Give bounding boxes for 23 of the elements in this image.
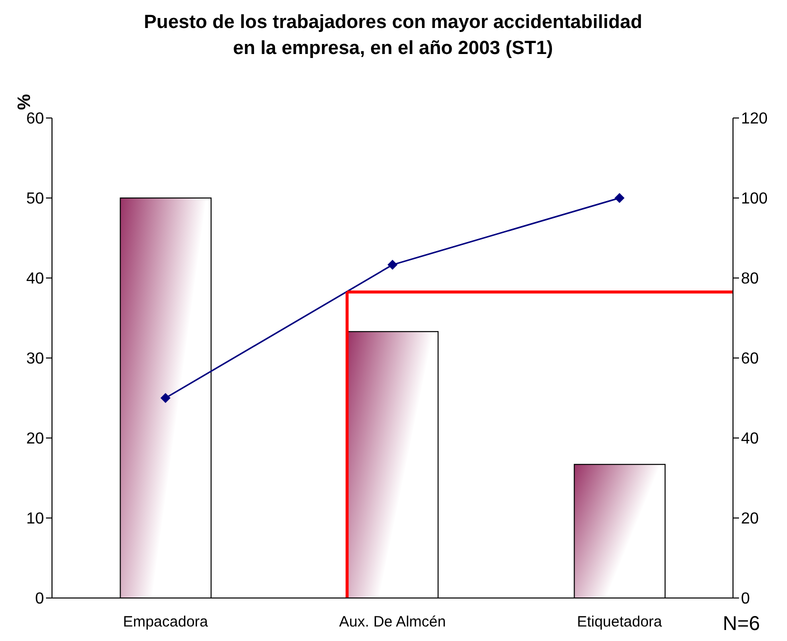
y2-tick-label: 40 [741, 430, 759, 448]
y-tick-label: 50 [26, 190, 44, 208]
y2-tick-label: 0 [741, 590, 750, 608]
y2-tick-label: 20 [741, 510, 759, 528]
text: N=6 [722, 613, 760, 636]
y2-tick-label: 120 [741, 110, 768, 128]
y-tick-label: 0 [35, 590, 44, 608]
point [614, 193, 624, 203]
point [388, 260, 398, 270]
x-tick-label: Aux. De Almcén [339, 614, 446, 631]
y-tick-label: 30 [26, 350, 44, 368]
x-tick-label: Empacadora [122, 614, 209, 631]
y-tick-label: 10 [26, 510, 44, 528]
y-tick-label: 60 [26, 110, 44, 128]
chart-title: Puesto de los trabajadores con mayor accidentabilidad en la empresa, en el año 2003 (ST1) [142, 11, 644, 61]
x-tick-label: Etiquetadora [576, 614, 663, 631]
y-tick-label: 20 [26, 430, 44, 448]
y-tick-label: 40 [26, 270, 44, 288]
y2-tick-label: 100 [741, 190, 768, 208]
point [160, 393, 170, 403]
y2-tick-label: 80 [741, 270, 759, 288]
y2-tick-label: 60 [741, 350, 759, 368]
y-axis-title: % [14, 94, 34, 110]
